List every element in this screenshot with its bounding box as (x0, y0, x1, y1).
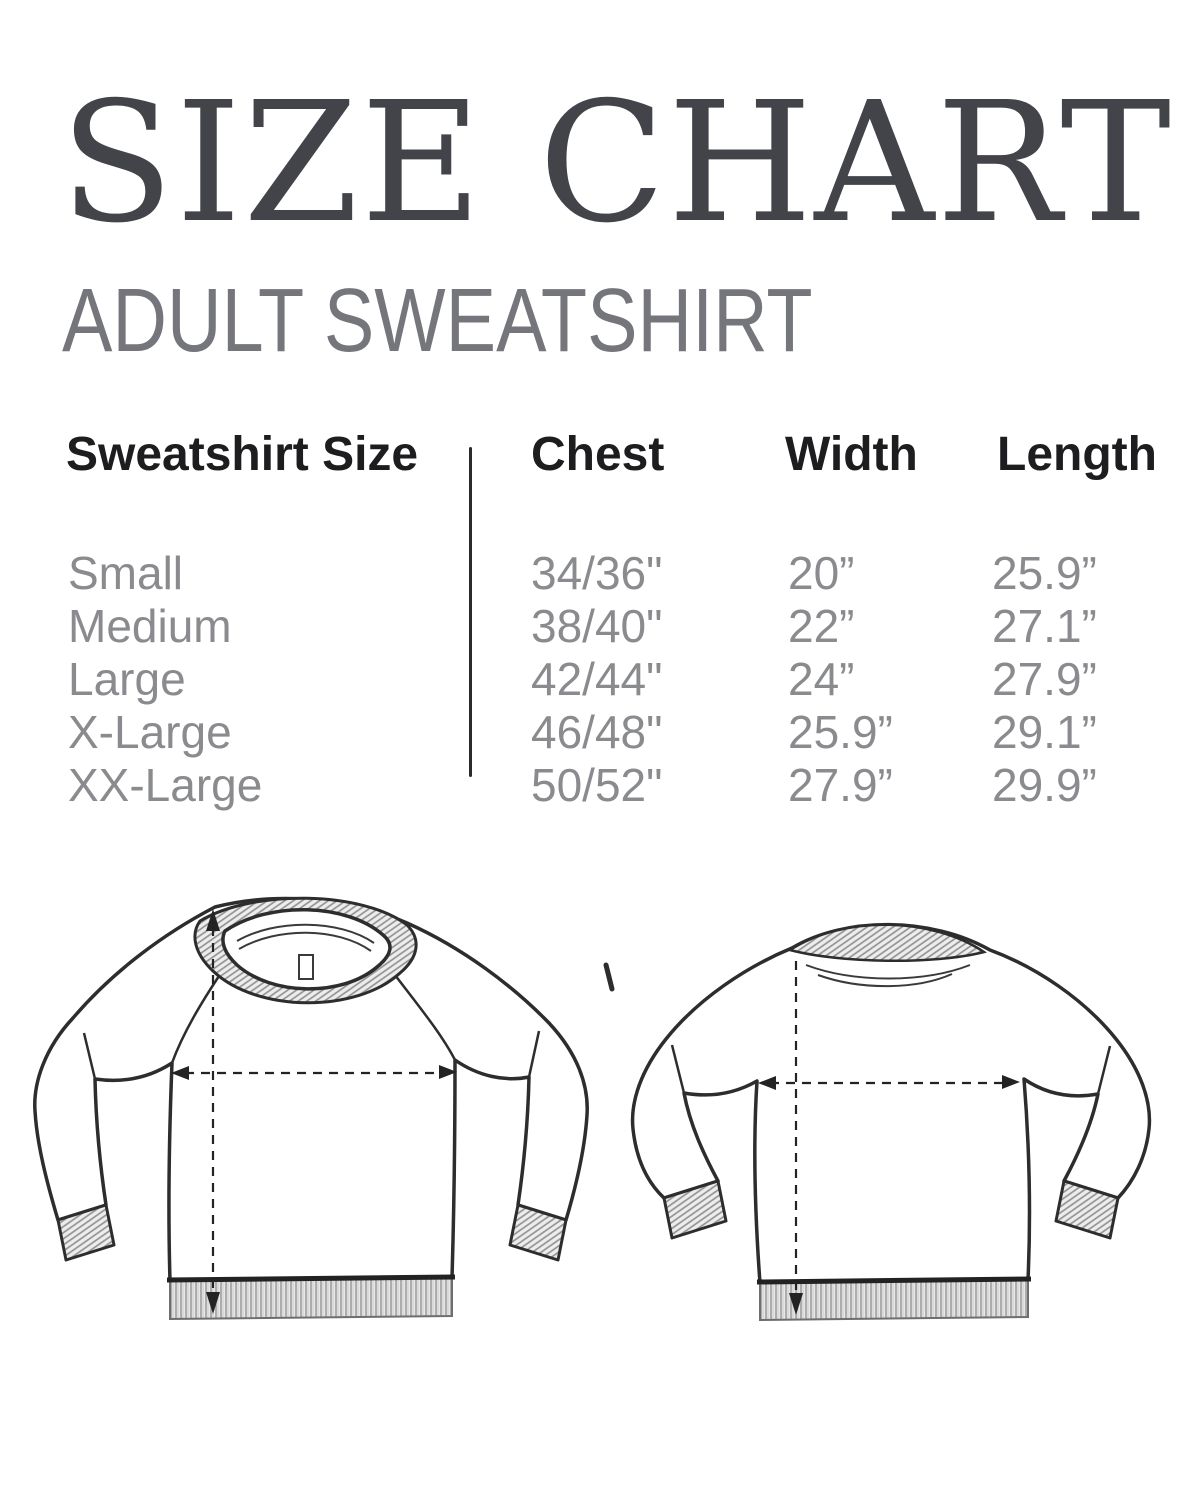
size-cell: Small (68, 547, 184, 599)
chest-cell: 46/48" (531, 706, 663, 758)
width-cell: 22” (788, 600, 855, 652)
front-right-underarm-seam (527, 1030, 541, 1078)
chest-cell: 38/40" (531, 600, 663, 652)
front-back-neck-seam-2 (238, 931, 372, 952)
back-left-cuff (662, 1179, 728, 1240)
back-neck-seam-2 (817, 973, 953, 988)
column-header-size: Sweatshirt Size (66, 428, 419, 481)
column-header-length: Length (997, 428, 1157, 481)
front-left-raglan-seam (170, 972, 223, 1064)
front-back-neck-seam (236, 923, 375, 944)
stray-ink-mark (603, 962, 615, 992)
back-neck-seam (805, 964, 971, 980)
chest-cell: 34/36" (531, 547, 663, 599)
table-row: Medium 38/40" 22” 27.1” (0, 600, 1200, 653)
table-row: Small 34/36" 20” 25.9” (0, 547, 1200, 600)
front-length-arrow-up (206, 909, 220, 931)
back-left-underarm-seam (670, 1044, 686, 1094)
size-cell: Large (68, 653, 186, 705)
back-garment-outline (630, 922, 1152, 1285)
front-right-raglan-seam (394, 974, 457, 1061)
neck-tag (298, 954, 314, 980)
front-left-underarm-seam (82, 1032, 97, 1080)
size-cell: X-Large (68, 706, 232, 758)
back-length-arrow-down (789, 1293, 803, 1315)
width-cell: 24” (788, 653, 855, 705)
size-cell: XX-Large (68, 759, 263, 811)
chest-cell: 42/44" (531, 653, 663, 705)
front-garment-outline (33, 896, 589, 1283)
page-title: SIZE CHART (60, 67, 1174, 260)
length-cell: 29.9” (992, 759, 1097, 811)
front-length-arrow-down (206, 1292, 220, 1314)
table-row: X-Large 46/48" 25.9” 29.1” (0, 706, 1200, 759)
width-cell: 27.9” (788, 759, 893, 811)
table-vertical-divider (469, 447, 472, 777)
width-cell: 25.9” (788, 706, 893, 758)
sweatshirt-front-illustration (33, 896, 589, 1321)
length-cell: 27.1” (992, 600, 1097, 652)
back-collar-band (786, 923, 988, 963)
chest-cell: 50/52" (531, 759, 663, 811)
width-cell: 20” (788, 547, 855, 599)
column-header-chest: Chest (531, 428, 665, 481)
front-width-arrow-left (171, 1066, 189, 1080)
page-subtitle: ADULT SWEATSHIRT (62, 271, 813, 371)
front-width-arrow-right (439, 1065, 457, 1079)
length-cell: 25.9” (992, 547, 1097, 599)
table-header-row: Sweatshirt Size Chest Width Length (0, 431, 1200, 491)
sweatshirt-back-illustration (603, 922, 1152, 1322)
front-right-cuff (508, 1203, 568, 1262)
table-body: Small 34/36" 20” 25.9” Medium 38/40" 22”… (0, 547, 1200, 812)
back-hem-top-line (756, 1276, 1032, 1285)
back-right-cuff (1054, 1179, 1120, 1240)
back-right-underarm-seam (1096, 1045, 1112, 1095)
back-width-arrow-right (1002, 1075, 1020, 1089)
size-cell: Medium (68, 600, 232, 652)
length-cell: 27.9” (992, 653, 1097, 705)
length-cell: 29.1” (992, 706, 1097, 758)
back-width-arrow-left (758, 1076, 776, 1090)
front-left-cuff (56, 1203, 116, 1262)
column-header-width: Width (785, 428, 918, 481)
table-row: XX-Large 50/52" 27.9” 29.9” (0, 759, 1200, 812)
front-hem-top-line (166, 1274, 456, 1283)
table-row: Large 42/44" 24” 27.9” (0, 653, 1200, 706)
